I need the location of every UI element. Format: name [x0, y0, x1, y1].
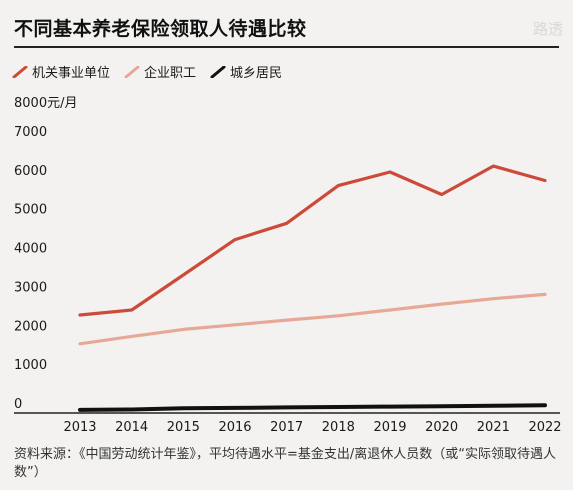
x-tick-label: 2016 — [218, 420, 251, 435]
y-axis-unit-label: 8000元/月 — [14, 96, 78, 111]
y-tick-label: 2000 — [14, 319, 47, 334]
x-tick-label: 2014 — [115, 420, 148, 435]
legend-label-enterprise: 企业职工 — [144, 66, 197, 81]
legend-item-urban-rural: 城乡居民 — [210, 62, 282, 81]
x-tick-label: 2015 — [167, 420, 200, 435]
line-chart: 0 1000 2000 3000 4000 5000 6000 7000 2013 2014 201… — [14, 125, 562, 435]
x-tick-label: 2018 — [322, 420, 355, 435]
legend-item-enterprise: 企业职工 — [124, 62, 196, 81]
watermark-text: 路透 — [532, 20, 563, 38]
legend-label-public-institution: 机关事业单位 — [32, 66, 111, 81]
legend-swatch-public-institution — [12, 65, 28, 78]
series-line-2 — [78, 403, 547, 412]
y-tick-label: 4000 — [14, 242, 47, 257]
y-tick-label: 6000 — [14, 164, 47, 179]
x-tick-label: 2020 — [425, 420, 458, 435]
chart-legend: 机关事业单位 企业职工 城乡居民 — [12, 62, 282, 81]
series-line-1 — [78, 292, 547, 346]
source-note: 资料来源：《中国劳动统计年鉴》，平均待遇水平=基金支出/离退休人员数（或“实际领… — [14, 447, 557, 480]
series-line-0 — [78, 164, 547, 317]
x-tick-label: 2013 — [63, 420, 96, 435]
x-tick-label: 2019 — [373, 420, 406, 435]
y-tick-label: 5000 — [14, 203, 47, 218]
x-tick-label: 2022 — [528, 420, 561, 435]
legend-swatch-enterprise — [124, 65, 140, 78]
x-tick-label: 2017 — [270, 420, 303, 435]
y-tick-label: 7000 — [14, 125, 47, 140]
legend-label-urban-rural: 城乡居民 — [230, 66, 283, 81]
y-tick-label: 3000 — [14, 280, 47, 295]
x-tick-label: 2021 — [477, 420, 510, 435]
title-divider — [14, 46, 559, 48]
legend-item-public-institution: 机关事业单位 — [12, 62, 110, 81]
y-tick-label: 0 — [14, 397, 22, 412]
y-tick-label: 1000 — [14, 358, 47, 373]
legend-swatch-urban-rural — [210, 65, 226, 78]
chart-title: 不同基本养老保险领取人待遇比较 — [14, 18, 307, 40]
